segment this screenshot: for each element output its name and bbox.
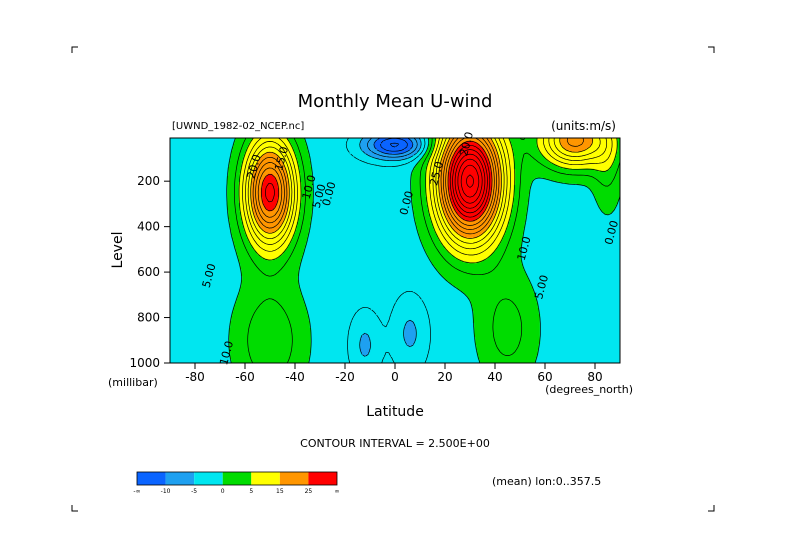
- contour-line: [460, 164, 480, 198]
- chart-title: Monthly Mean U-wind: [298, 91, 493, 112]
- y-tick-label: 1000: [129, 356, 160, 370]
- contour-line: [466, 174, 474, 188]
- contour-label: 15.0: [272, 145, 291, 172]
- y-tick-label: 600: [137, 265, 160, 279]
- x-tick-label: -20: [335, 370, 355, 384]
- dataset-label: [UWND_1982-02_NCEP.nc]: [172, 121, 304, 132]
- x-axis-title: Latitude: [366, 404, 424, 420]
- contour-line: [260, 140, 493, 222]
- contour-line: [242, 138, 613, 256]
- y-tick-label: 200: [137, 174, 160, 188]
- contour-line: [373, 138, 414, 155]
- x-tick-label: 80: [587, 370, 602, 384]
- x-tick-label: -80: [185, 370, 205, 384]
- contour-line: [250, 138, 594, 239]
- contour-line: [457, 158, 483, 204]
- colorbar-tick-label: 15: [276, 488, 284, 495]
- contour-line: [245, 138, 608, 250]
- contour-line: [234, 138, 620, 363]
- colorbar-tick-label: -∞: [133, 488, 140, 495]
- colorbar-tick-label: 5: [249, 488, 253, 495]
- x-tick-label: -40: [285, 370, 305, 384]
- y-axis-title: Level: [110, 232, 126, 269]
- x-tick-label: -60: [235, 370, 255, 384]
- contour-label: 0.00: [320, 180, 339, 207]
- y-tick-label: 400: [137, 220, 160, 234]
- y-axis: 200 400 600 800 1000: [129, 174, 170, 370]
- contour-label: 25.0: [427, 160, 446, 187]
- x-tick-label: 40: [487, 370, 502, 384]
- colorbar-swatch: [137, 472, 166, 485]
- contour-line: [345, 138, 431, 363]
- x-tick-label: 20: [437, 370, 452, 384]
- contour-line: [359, 138, 422, 357]
- x-tick-label: 0: [391, 370, 399, 384]
- contour-line: [454, 153, 486, 209]
- contour-label: 10.0: [515, 235, 534, 262]
- colorbar-tick-label: -5: [191, 488, 197, 495]
- colorbar-tick-label: ∞: [335, 488, 340, 495]
- footer-text: (mean) lon:0..357.5: [492, 475, 601, 488]
- contour-line: [247, 138, 601, 244]
- contour-plot: 20.0 15.010.05.000.00 0.0025.020.010.05.00…: [169, 130, 621, 367]
- contour-label: 0.00: [602, 219, 621, 246]
- colorbar-tick-label: 25: [305, 488, 313, 495]
- contour-label: 10.0: [217, 339, 236, 366]
- colorbar-swatch: [194, 472, 223, 485]
- contour-line: [452, 149, 488, 214]
- colorbar-tick-label: 0: [221, 488, 225, 495]
- contour-line: [265, 144, 491, 218]
- contour-label: 20.0: [457, 130, 476, 157]
- contour-label: 5.00: [310, 183, 329, 210]
- corner-marks: [71, 46, 715, 512]
- units-label: (units:m/s): [551, 119, 616, 133]
- contour-interval-text: CONTOUR INTERVAL = 2.500E+00: [300, 437, 490, 450]
- colorbar-swatch: [165, 472, 195, 485]
- contour-label: 20.0: [245, 153, 264, 180]
- colorbar: -∞ -10 -5 0 5 15 25 ∞: [133, 471, 340, 495]
- contour-line: [389, 142, 399, 148]
- contour-line: [367, 138, 418, 158]
- contour-labels: 20.0 15.010.05.000.00 0.0025.020.010.05.00…: [200, 130, 621, 366]
- contour-line: [255, 138, 497, 230]
- colorbar-swatch: [279, 472, 309, 485]
- colorbar-tick-label: -10: [161, 488, 171, 495]
- contour-line: [257, 138, 495, 226]
- filled-contour-field: [170, 138, 620, 363]
- contour-label: 5.00: [532, 274, 551, 301]
- y-tick-label: 800: [137, 311, 160, 325]
- contour-line: [252, 138, 585, 235]
- x-tick-label: 60: [537, 370, 552, 384]
- contour-lines: [226, 138, 620, 363]
- y-unit-label: (millibar): [108, 376, 158, 389]
- x-unit-label: (degrees_north): [545, 383, 633, 396]
- contour-line: [226, 138, 620, 363]
- contour-line: [238, 138, 618, 264]
- colorbar-swatch: [222, 472, 252, 485]
- x-axis: -80 -60 -40 -20 0 20 40 60 80: [185, 363, 603, 384]
- contour-label: 10.0: [300, 174, 319, 201]
- contour-label: 5.00: [200, 262, 219, 289]
- contour-label: 0.00: [397, 189, 416, 216]
- colorbar-swatch: [308, 472, 337, 485]
- colorbar-swatch: [251, 472, 280, 485]
